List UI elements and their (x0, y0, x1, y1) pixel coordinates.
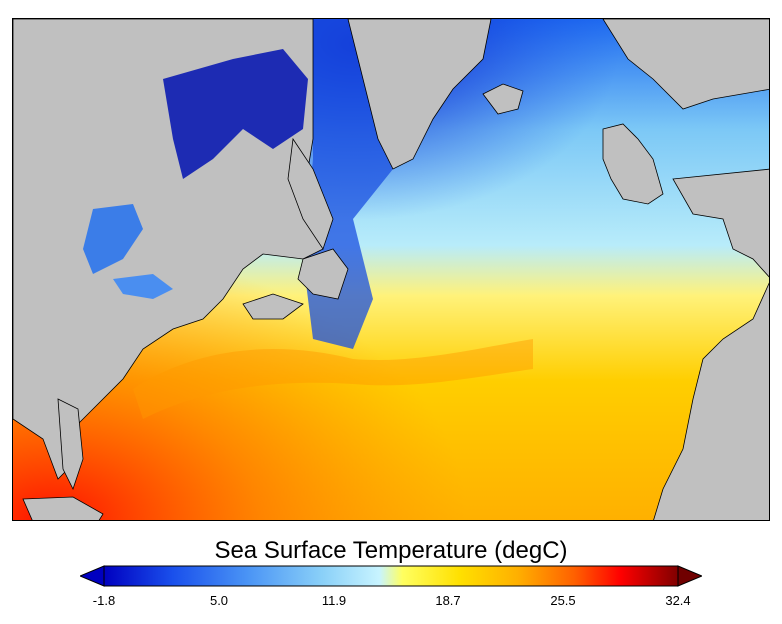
colorbar-gradient (103, 565, 679, 587)
europe-africa-land (653, 168, 769, 520)
gulf-stream (133, 339, 533, 419)
colorbar-tick: 25.5 (550, 593, 576, 608)
nova-scotia (242, 293, 304, 320)
newfoundland (297, 248, 349, 300)
labrador-land (287, 137, 334, 250)
colorbar-tick: 18.7 (435, 593, 461, 608)
colorbar-tick: 32.4 (665, 593, 691, 608)
colorbar-max-extend (677, 565, 704, 587)
great-lakes (113, 274, 173, 299)
baffin-cold-water (163, 49, 308, 179)
colorbar-tick: -1.8 (92, 593, 116, 608)
colorbar-title: Sea Surface Temperature (degC) (214, 537, 568, 564)
cuba (22, 496, 104, 520)
sea-surface-temperature-map (12, 18, 770, 521)
greenland (347, 19, 492, 170)
british-isles (602, 123, 664, 205)
iceland (482, 83, 524, 115)
hudson-bay-water (83, 204, 143, 274)
colorbar-tick: 5.0 (209, 593, 229, 608)
scandinavia (602, 19, 769, 110)
colorbar-tick: 11.9 (321, 593, 347, 608)
colorbar-min-extend (78, 565, 105, 587)
florida (57, 398, 84, 491)
colorbar (78, 563, 704, 594)
